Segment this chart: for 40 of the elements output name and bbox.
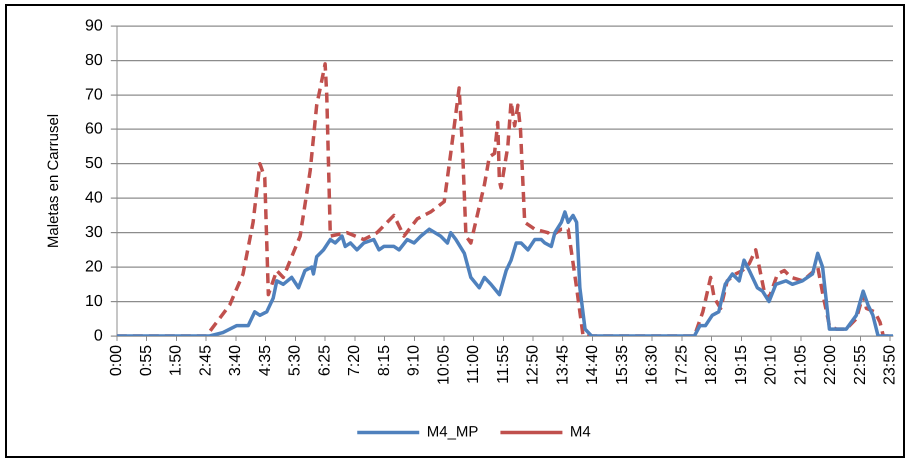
x-tick-label: 13:45 <box>554 344 572 386</box>
x-tick-label: 6:25 <box>316 344 334 376</box>
x-tick-label: 1:50 <box>168 344 185 376</box>
y-tick-label: 0 <box>94 327 103 344</box>
x-tick-label: 21:05 <box>792 344 810 386</box>
y-tick-label: 90 <box>85 17 103 34</box>
x-tick-label: 11:00 <box>465 344 482 384</box>
y-axis-title: Maletas en Carrusel <box>45 114 62 248</box>
x-tick-label: 7:20 <box>346 344 364 376</box>
x-tick-label: 2:45 <box>197 344 214 376</box>
x-tick-label: 20:10 <box>762 344 780 386</box>
x-tick-label: 17:25 <box>673 344 690 386</box>
x-tick-label: 14:40 <box>584 344 602 386</box>
x-tick-label: 12:50 <box>524 344 542 386</box>
x-tick-label: 15:35 <box>614 344 631 386</box>
y-tick-label: 40 <box>85 190 103 207</box>
x-tick-label: 19:15 <box>732 344 750 386</box>
x-tick-label: 11:55 <box>494 344 512 384</box>
x-tick-label: 5:30 <box>286 344 304 376</box>
y-tick-label: 50 <box>85 155 103 172</box>
x-tick-label: 23:50 <box>882 344 899 386</box>
x-tick-label: 4:35 <box>256 344 274 376</box>
y-tick-label: 60 <box>85 120 103 138</box>
x-tick-label: 0:00 <box>108 344 126 376</box>
x-tick-label: 9:10 <box>406 344 423 376</box>
y-tick-label: 20 <box>85 258 103 276</box>
x-tick-label: 8:15 <box>376 344 393 376</box>
legend-label: M4 <box>570 424 591 441</box>
x-tick-label: 0:55 <box>138 344 155 376</box>
y-tick-label: 70 <box>85 86 103 104</box>
y-tick-label: 30 <box>85 224 103 242</box>
x-tick-label: 22:55 <box>852 344 869 386</box>
x-tick-label: 3:40 <box>227 344 244 376</box>
y-tick-label: 10 <box>85 292 103 310</box>
y-tick-label: 80 <box>85 52 103 69</box>
x-tick-label: 22:00 <box>822 344 840 386</box>
x-tick-label: 10:05 <box>435 344 452 386</box>
x-tick-label: 16:30 <box>644 344 661 386</box>
legend-label: M4_MP <box>426 424 478 441</box>
x-tick-label: 18:20 <box>703 344 720 386</box>
